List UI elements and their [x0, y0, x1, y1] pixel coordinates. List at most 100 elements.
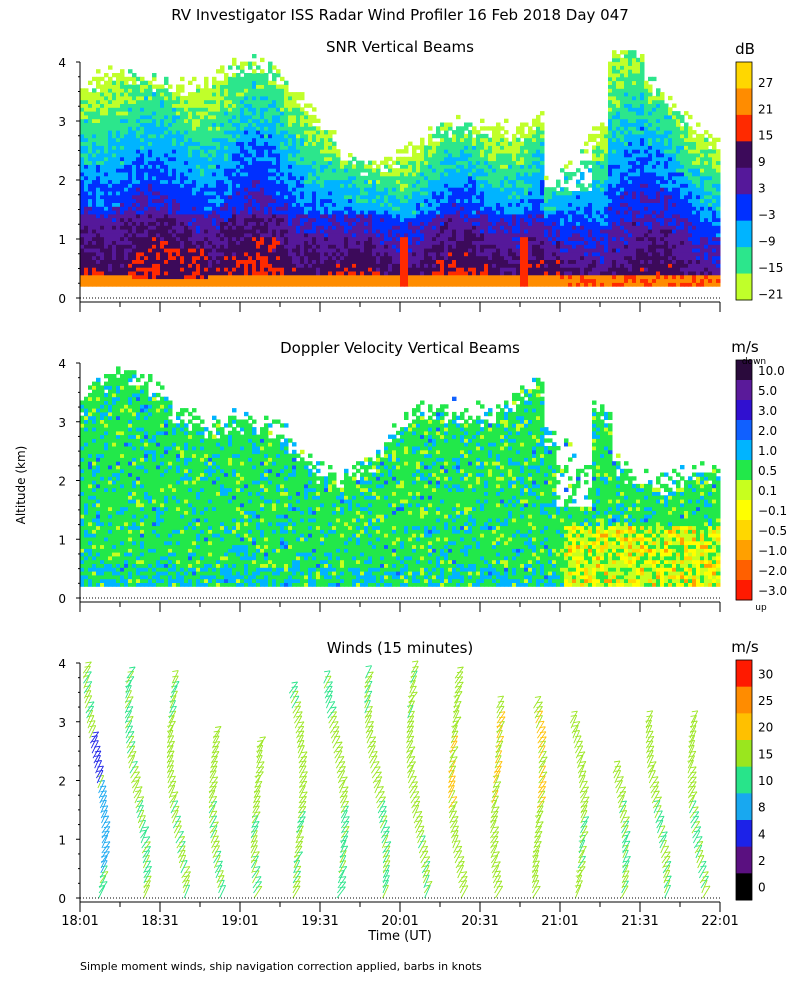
snr-cell — [460, 153, 465, 158]
snr-cell — [188, 137, 193, 142]
snr-cell — [200, 183, 205, 188]
snr-cell — [428, 259, 433, 264]
snr-cell — [452, 183, 457, 188]
snr-cell — [440, 244, 445, 249]
snr-cell — [428, 213, 433, 219]
snr-cell — [384, 221, 389, 226]
snr-cell — [96, 213, 101, 219]
snr-cell — [412, 213, 417, 219]
snr-cell — [256, 122, 261, 127]
snr-cell — [428, 263, 433, 268]
snr-cell — [132, 210, 137, 215]
snr-cell — [500, 160, 505, 165]
snr-cell — [412, 217, 417, 222]
snr-cell — [92, 88, 97, 93]
snr-cell — [140, 103, 145, 108]
snr-cell — [80, 248, 85, 253]
footnote: Simple moment winds, ship navigation cor… — [80, 960, 482, 973]
snr-cell — [444, 221, 449, 226]
snr-cell — [348, 274, 353, 280]
snr-cell — [140, 248, 145, 253]
snr-cell — [372, 187, 377, 192]
snr-cell — [120, 137, 125, 142]
snr-cell — [192, 107, 197, 112]
snr-cell — [268, 99, 273, 104]
snr-cell — [204, 130, 209, 135]
snr-cell — [464, 206, 469, 211]
snr-cell — [256, 118, 261, 123]
snr-cell — [324, 221, 329, 226]
snr-cell — [112, 160, 117, 165]
snr-cell — [288, 187, 293, 192]
snr-cell — [356, 274, 361, 280]
snr-cell — [364, 194, 369, 200]
snr-cell — [184, 263, 189, 268]
snr-cell — [148, 255, 153, 260]
snr-cell — [340, 251, 345, 257]
snr-cell — [364, 282, 369, 287]
snr-cell — [148, 107, 153, 112]
snr-cell — [220, 259, 225, 264]
snr-cell — [148, 103, 153, 108]
snr-cell — [184, 267, 189, 272]
snr-cell — [484, 153, 489, 158]
snr-cell — [412, 210, 417, 215]
snr-cell — [340, 164, 345, 169]
snr-cell — [288, 267, 293, 272]
snr-cell — [168, 141, 173, 146]
snr-cell — [428, 282, 433, 287]
snr-cell — [412, 153, 417, 158]
snr-cell — [384, 210, 389, 215]
snr-cell — [412, 244, 417, 249]
snr-cell — [100, 84, 105, 89]
snr-cell — [356, 206, 361, 211]
snr-cell — [116, 164, 121, 169]
snr-cell — [320, 232, 325, 238]
snr-cell — [476, 244, 481, 249]
snr-cell — [248, 156, 253, 162]
snr-cell — [376, 217, 381, 222]
snr-cell — [284, 168, 289, 173]
snr-cell — [180, 114, 185, 120]
snr-cell — [372, 225, 377, 230]
snr-cell — [416, 267, 421, 272]
snr-cell — [448, 191, 453, 196]
snr-cell — [200, 202, 205, 207]
snr-cell — [136, 164, 141, 169]
snr-cell — [132, 114, 137, 120]
snr-cell — [120, 80, 125, 85]
snr-cell — [128, 76, 133, 82]
snr-cell — [368, 217, 373, 222]
snr-cell — [372, 194, 377, 200]
snr-cell — [276, 255, 281, 260]
snr-cell — [196, 84, 201, 89]
snr-cell — [272, 156, 277, 162]
snr-cell — [488, 274, 493, 280]
snr-cell — [208, 118, 213, 123]
snr-cell — [428, 240, 433, 245]
snr-cell — [420, 255, 425, 260]
snr-cell — [368, 267, 373, 272]
snr-cell — [344, 236, 349, 241]
snr-cell — [244, 130, 249, 135]
snr-cell — [336, 274, 341, 280]
snr-cell — [188, 92, 193, 97]
snr-cell — [400, 248, 405, 253]
snr-cell — [148, 278, 153, 283]
snr-cell — [332, 206, 337, 211]
snr-cell — [364, 217, 369, 222]
snr-cell — [140, 240, 145, 245]
snr-cell — [324, 255, 329, 260]
snr-cell — [428, 251, 433, 257]
snr-cell — [224, 271, 229, 276]
snr-cell — [244, 80, 249, 85]
snr-cell — [144, 111, 149, 116]
snr-cell — [172, 278, 177, 283]
snr-cell — [100, 255, 105, 260]
snr-cell — [320, 164, 325, 169]
snr-cell — [304, 259, 309, 264]
snr-cell — [180, 248, 185, 253]
snr-cell — [120, 149, 125, 154]
snr-cell — [160, 278, 165, 283]
snr-cell — [196, 236, 201, 241]
